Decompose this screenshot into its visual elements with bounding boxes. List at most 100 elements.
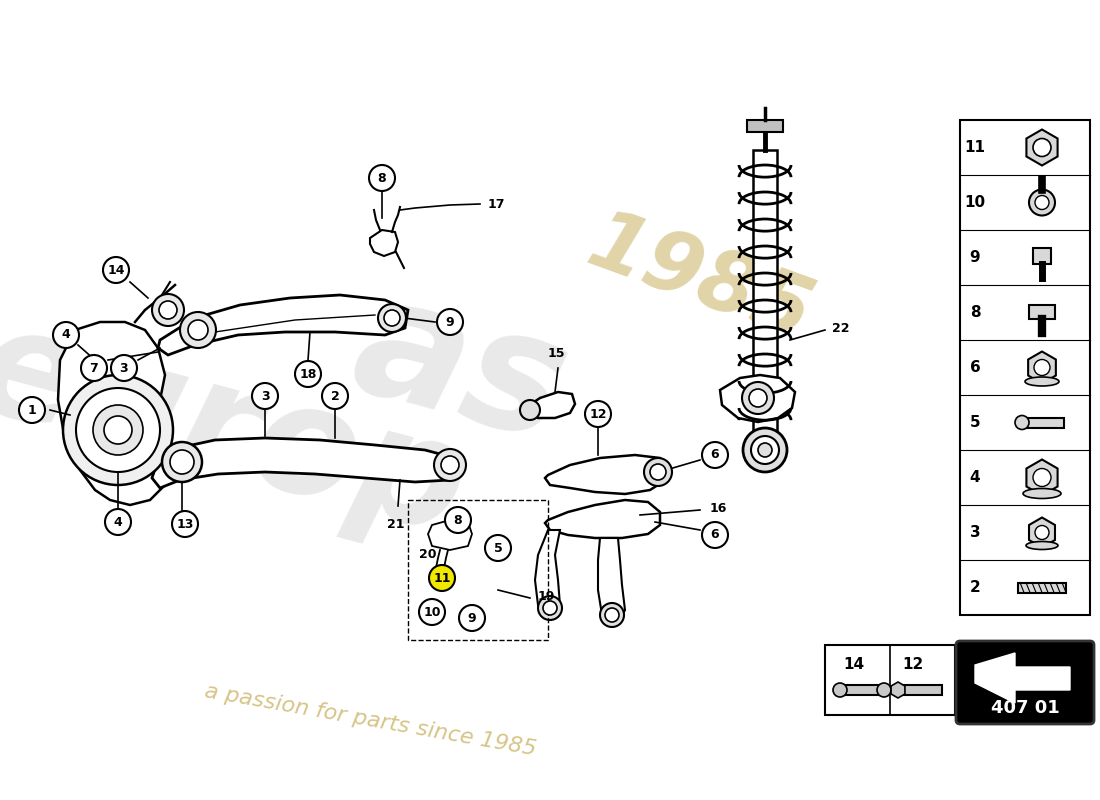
Text: as: as [337, 264, 583, 476]
Text: 14: 14 [843, 657, 865, 672]
Polygon shape [535, 530, 560, 615]
Circle shape [441, 456, 459, 474]
Circle shape [1028, 190, 1055, 215]
Circle shape [188, 320, 208, 340]
Polygon shape [975, 653, 1070, 703]
Circle shape [605, 608, 619, 622]
Text: 8: 8 [970, 305, 980, 320]
Bar [1018, 582, 1066, 593]
Circle shape [111, 355, 138, 381]
Circle shape [162, 442, 202, 482]
Polygon shape [158, 295, 408, 355]
Text: 8: 8 [377, 171, 386, 185]
Text: 3: 3 [120, 362, 129, 374]
Ellipse shape [1025, 377, 1059, 386]
Text: 22: 22 [832, 322, 849, 334]
Text: 17: 17 [488, 198, 506, 210]
Polygon shape [522, 392, 575, 418]
Text: 4: 4 [62, 329, 70, 342]
Circle shape [104, 509, 131, 535]
Polygon shape [720, 375, 795, 422]
Polygon shape [1026, 130, 1057, 166]
Circle shape [1035, 195, 1049, 210]
Text: 6: 6 [711, 449, 719, 462]
Circle shape [1033, 138, 1050, 157]
Text: 13: 13 [176, 518, 194, 530]
Circle shape [520, 400, 540, 420]
Circle shape [1035, 526, 1049, 539]
Bar [754, 150, 777, 440]
Polygon shape [544, 455, 668, 494]
Text: 2: 2 [331, 390, 340, 402]
Polygon shape [152, 438, 458, 488]
Polygon shape [58, 322, 170, 505]
Circle shape [742, 382, 774, 414]
Text: 14: 14 [108, 263, 124, 277]
Text: 2: 2 [969, 580, 980, 595]
Text: 5: 5 [970, 415, 980, 430]
Text: 3: 3 [261, 390, 270, 402]
Circle shape [104, 416, 132, 444]
Circle shape [378, 304, 406, 332]
Text: 6: 6 [969, 360, 980, 375]
Circle shape [94, 405, 143, 455]
Bar [1028, 305, 1055, 318]
Bar [408, 500, 548, 640]
Circle shape [650, 464, 666, 480]
Circle shape [103, 257, 129, 283]
Polygon shape [1026, 459, 1057, 495]
Text: 7: 7 [89, 362, 98, 374]
Text: 12: 12 [902, 657, 923, 672]
Circle shape [19, 397, 45, 423]
Text: 1985: 1985 [578, 202, 823, 358]
Circle shape [252, 383, 278, 409]
Polygon shape [598, 538, 625, 622]
Circle shape [81, 355, 107, 381]
Text: 10: 10 [424, 606, 441, 618]
Circle shape [172, 511, 198, 537]
Circle shape [322, 383, 348, 409]
Circle shape [702, 442, 728, 468]
Text: 11: 11 [965, 140, 986, 155]
Circle shape [180, 312, 216, 348]
Text: 18: 18 [299, 367, 317, 381]
Polygon shape [1028, 518, 1055, 547]
Text: 5: 5 [494, 542, 503, 554]
Text: 9: 9 [468, 611, 476, 625]
Ellipse shape [1026, 542, 1058, 550]
Text: 6: 6 [711, 529, 719, 542]
Text: 10: 10 [965, 195, 986, 210]
Text: 1: 1 [28, 403, 36, 417]
Text: 407 01: 407 01 [991, 699, 1059, 717]
Polygon shape [544, 500, 660, 538]
Polygon shape [891, 682, 905, 698]
Circle shape [758, 443, 772, 457]
Circle shape [585, 401, 611, 427]
Circle shape [63, 375, 173, 485]
Bar [1033, 247, 1050, 263]
Text: europ: europ [0, 293, 482, 567]
Circle shape [429, 565, 455, 591]
Bar [747, 120, 783, 132]
Text: 11: 11 [433, 571, 451, 585]
Circle shape [76, 388, 160, 472]
Text: 16: 16 [710, 502, 727, 514]
Circle shape [742, 428, 786, 472]
Circle shape [702, 522, 728, 548]
Circle shape [434, 449, 466, 481]
Text: 12: 12 [590, 407, 607, 421]
Circle shape [1015, 415, 1028, 430]
Circle shape [160, 301, 177, 319]
Text: 20: 20 [419, 549, 437, 562]
Circle shape [543, 601, 557, 615]
Circle shape [749, 389, 767, 407]
Circle shape [877, 683, 891, 697]
Text: 8: 8 [453, 514, 462, 526]
Circle shape [1033, 469, 1050, 486]
Polygon shape [428, 520, 472, 550]
Circle shape [170, 450, 194, 474]
Polygon shape [370, 230, 398, 256]
Text: 3: 3 [970, 525, 980, 540]
Text: a passion for parts since 1985: a passion for parts since 1985 [202, 681, 538, 759]
Text: 4: 4 [113, 515, 122, 529]
